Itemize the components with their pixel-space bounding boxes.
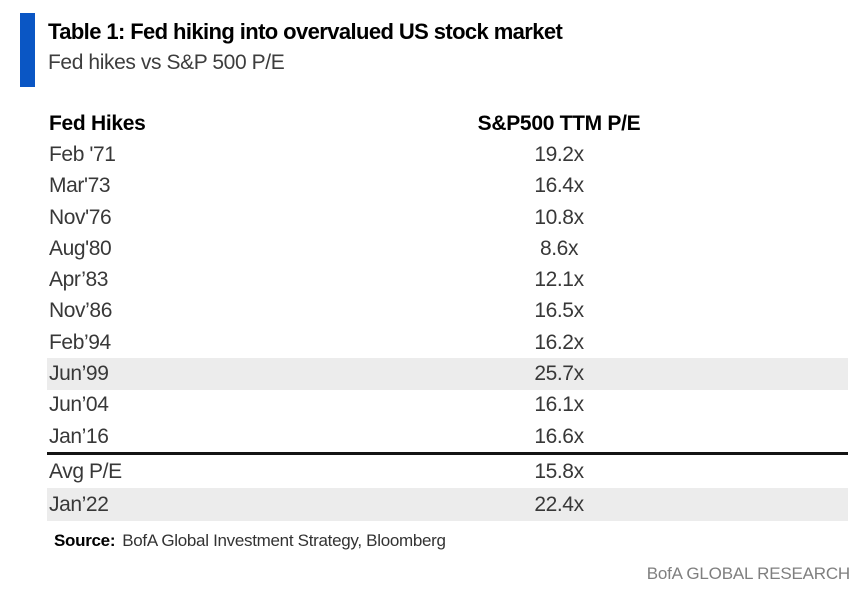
figure-titles: Table 1: Fed hiking into overvalued US s…	[48, 13, 563, 87]
table-row: Mar'73 16.4x	[47, 171, 848, 202]
row-value: 16.6x	[534, 424, 584, 448]
table-row: Jun’04 16.1x	[47, 390, 848, 421]
row-value: 15.8x	[534, 459, 584, 483]
table-row: Nov'76 10.8x	[47, 202, 848, 233]
table-row: Apr’83 12.1x	[47, 264, 848, 295]
row-value: 10.8x	[534, 205, 584, 229]
source-text: BofA Global Investment Strategy, Bloombe…	[122, 531, 446, 550]
row-label: Apr’83	[49, 268, 109, 292]
row-value: 8.6x	[539, 236, 579, 260]
column-header-fed-hikes: Fed Hikes	[49, 111, 146, 135]
row-value: 16.4x	[534, 174, 584, 198]
table-row: Feb '71 19.2x	[47, 139, 848, 170]
column-header-sp500-ttm-pe: S&P500 TTM P/E	[477, 111, 641, 135]
summary-divider-line	[47, 452, 848, 456]
table-header-row: Fed Hikes S&P500 TTM P/E	[47, 108, 848, 139]
row-value: 25.7x	[534, 362, 584, 386]
figure-subtitle: Fed hikes vs S&P 500 P/E	[48, 51, 285, 75]
row-label: Avg P/E	[49, 459, 122, 483]
row-label: Jun’04	[49, 393, 109, 417]
figure-header: Table 1: Fed hiking into overvalued US s…	[20, 13, 563, 87]
table-row: Jan’16 16.6x	[47, 421, 848, 452]
source-label: Source:	[54, 531, 116, 550]
row-label: Jan’16	[49, 424, 109, 448]
row-label: Mar'73	[49, 174, 111, 198]
table-row-average: Avg P/E 15.8x	[47, 455, 848, 488]
row-value: 16.1x	[534, 393, 584, 417]
row-label: Feb’94	[49, 330, 111, 354]
row-value: 16.2x	[534, 330, 584, 354]
table-row-highlighted: Jun’99 25.7x	[47, 358, 848, 390]
row-label: Feb '71	[49, 142, 116, 166]
fed-hikes-table: Fed Hikes S&P500 TTM P/E Feb '71 19.2x M…	[47, 108, 848, 522]
row-label: Nov’86	[49, 299, 112, 323]
row-value: 22.4x	[534, 492, 584, 516]
table-row: Aug'80 8.6x	[47, 233, 848, 264]
row-value: 12.1x	[534, 268, 584, 292]
figure-title: Table 1: Fed hiking into overvalued US s…	[48, 19, 563, 44]
table-row: Nov’86 16.5x	[47, 296, 848, 327]
blue-accent-bar	[20, 13, 35, 87]
table-row-highlighted: Jan’22 22.4x	[47, 488, 848, 522]
row-label: Aug'80	[49, 236, 112, 260]
row-value: 19.2x	[534, 142, 584, 166]
row-label: Nov'76	[49, 205, 112, 229]
source-note: Source: BofA Global Investment Strategy, …	[54, 531, 446, 551]
row-label: Jan’22	[49, 492, 109, 516]
table-row: Feb’94 16.2x	[47, 327, 848, 358]
row-value: 16.5x	[534, 299, 584, 323]
row-label: Jun’99	[49, 362, 109, 386]
brand-watermark: BofA GLOBAL RESEARCH	[646, 564, 850, 583]
